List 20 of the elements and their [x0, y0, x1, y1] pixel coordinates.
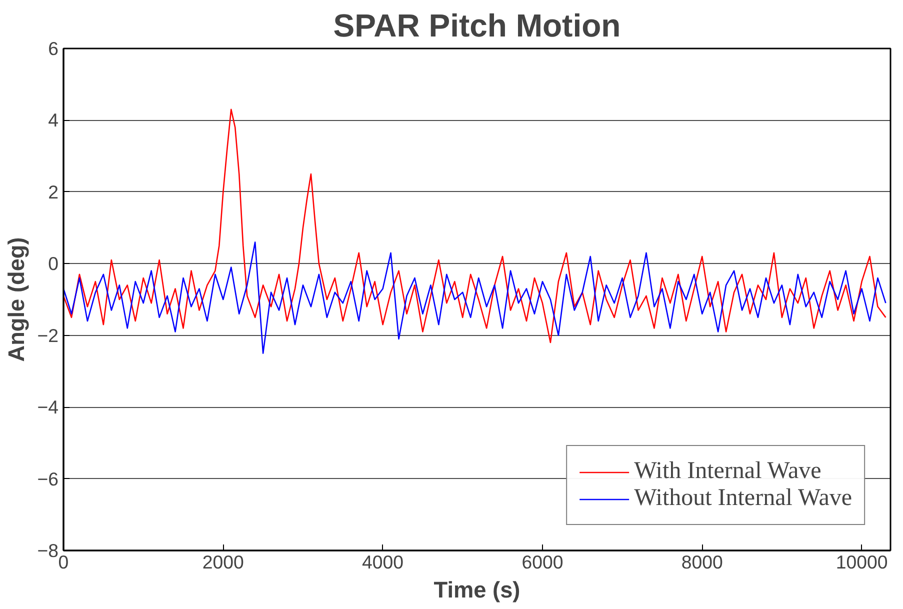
y-tick-label: −8: [37, 540, 59, 561]
legend-label: Without Internal Wave: [634, 485, 852, 512]
x-tick-label: 4000: [362, 552, 404, 572]
x-tick-label: 8000: [681, 552, 723, 572]
y-tick-label: −2: [37, 324, 59, 346]
x-axis-title: Time (s): [434, 576, 520, 602]
line-series: [64, 108, 886, 344]
y-tick-label: 0: [48, 253, 59, 274]
x-tick-label: 10000: [836, 552, 888, 572]
x-tick-label: 2000: [202, 552, 244, 572]
y-tick-label: −6: [37, 468, 59, 490]
x-tick-label: 6000: [522, 552, 564, 572]
y-tick-label: 6: [48, 38, 59, 59]
chart-title: SPAR Pitch Motion: [333, 8, 621, 44]
y-tick-label: −4: [37, 396, 59, 418]
y-tick-label: 4: [48, 110, 59, 131]
legend-label: With Internal Wave: [634, 458, 822, 485]
line-series: [64, 241, 886, 354]
y-tick-label: 2: [48, 181, 59, 202]
y-axis-title: Angle (deg): [3, 237, 30, 362]
